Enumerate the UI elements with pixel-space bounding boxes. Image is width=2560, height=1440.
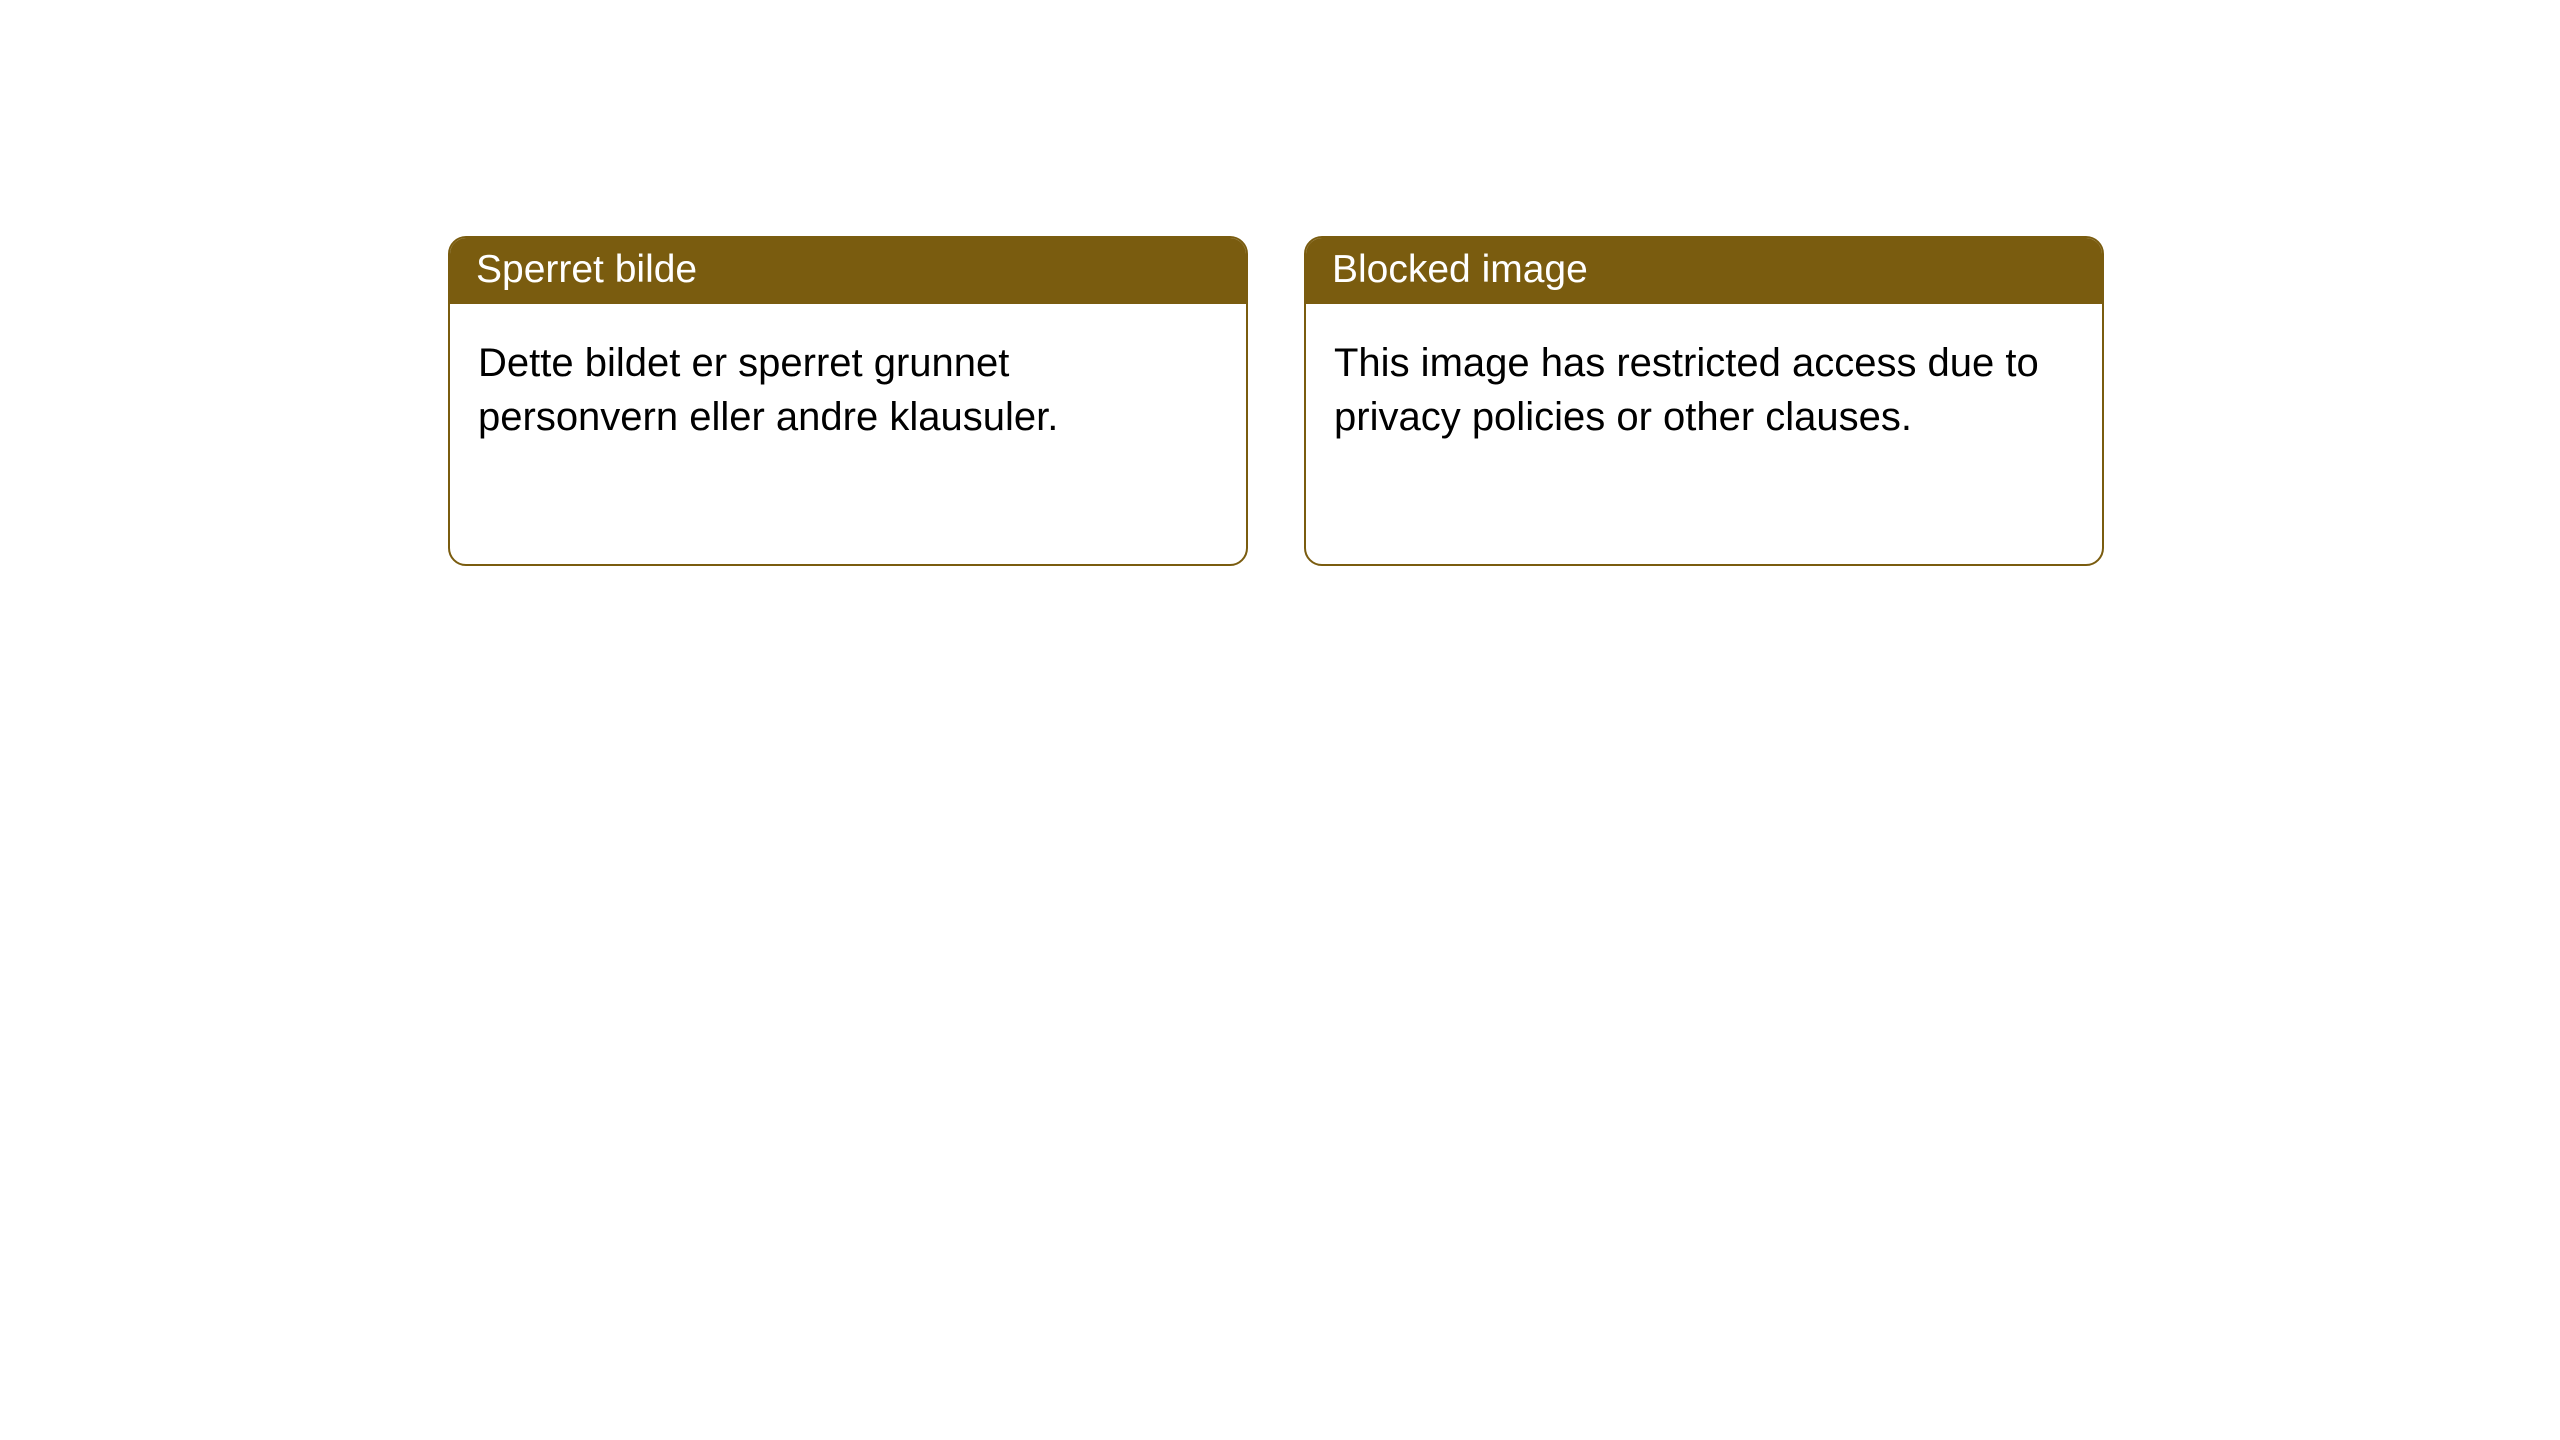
notice-body: Dette bildet er sperret grunnet personve… [450, 304, 1246, 564]
notice-body: This image has restricted access due to … [1306, 304, 2102, 564]
notice-header: Sperret bilde [450, 238, 1246, 304]
notice-container: Sperret bilde Dette bildet er sperret gr… [0, 0, 2560, 566]
notice-card-norwegian: Sperret bilde Dette bildet er sperret gr… [448, 236, 1248, 566]
notice-header: Blocked image [1306, 238, 2102, 304]
notice-card-english: Blocked image This image has restricted … [1304, 236, 2104, 566]
